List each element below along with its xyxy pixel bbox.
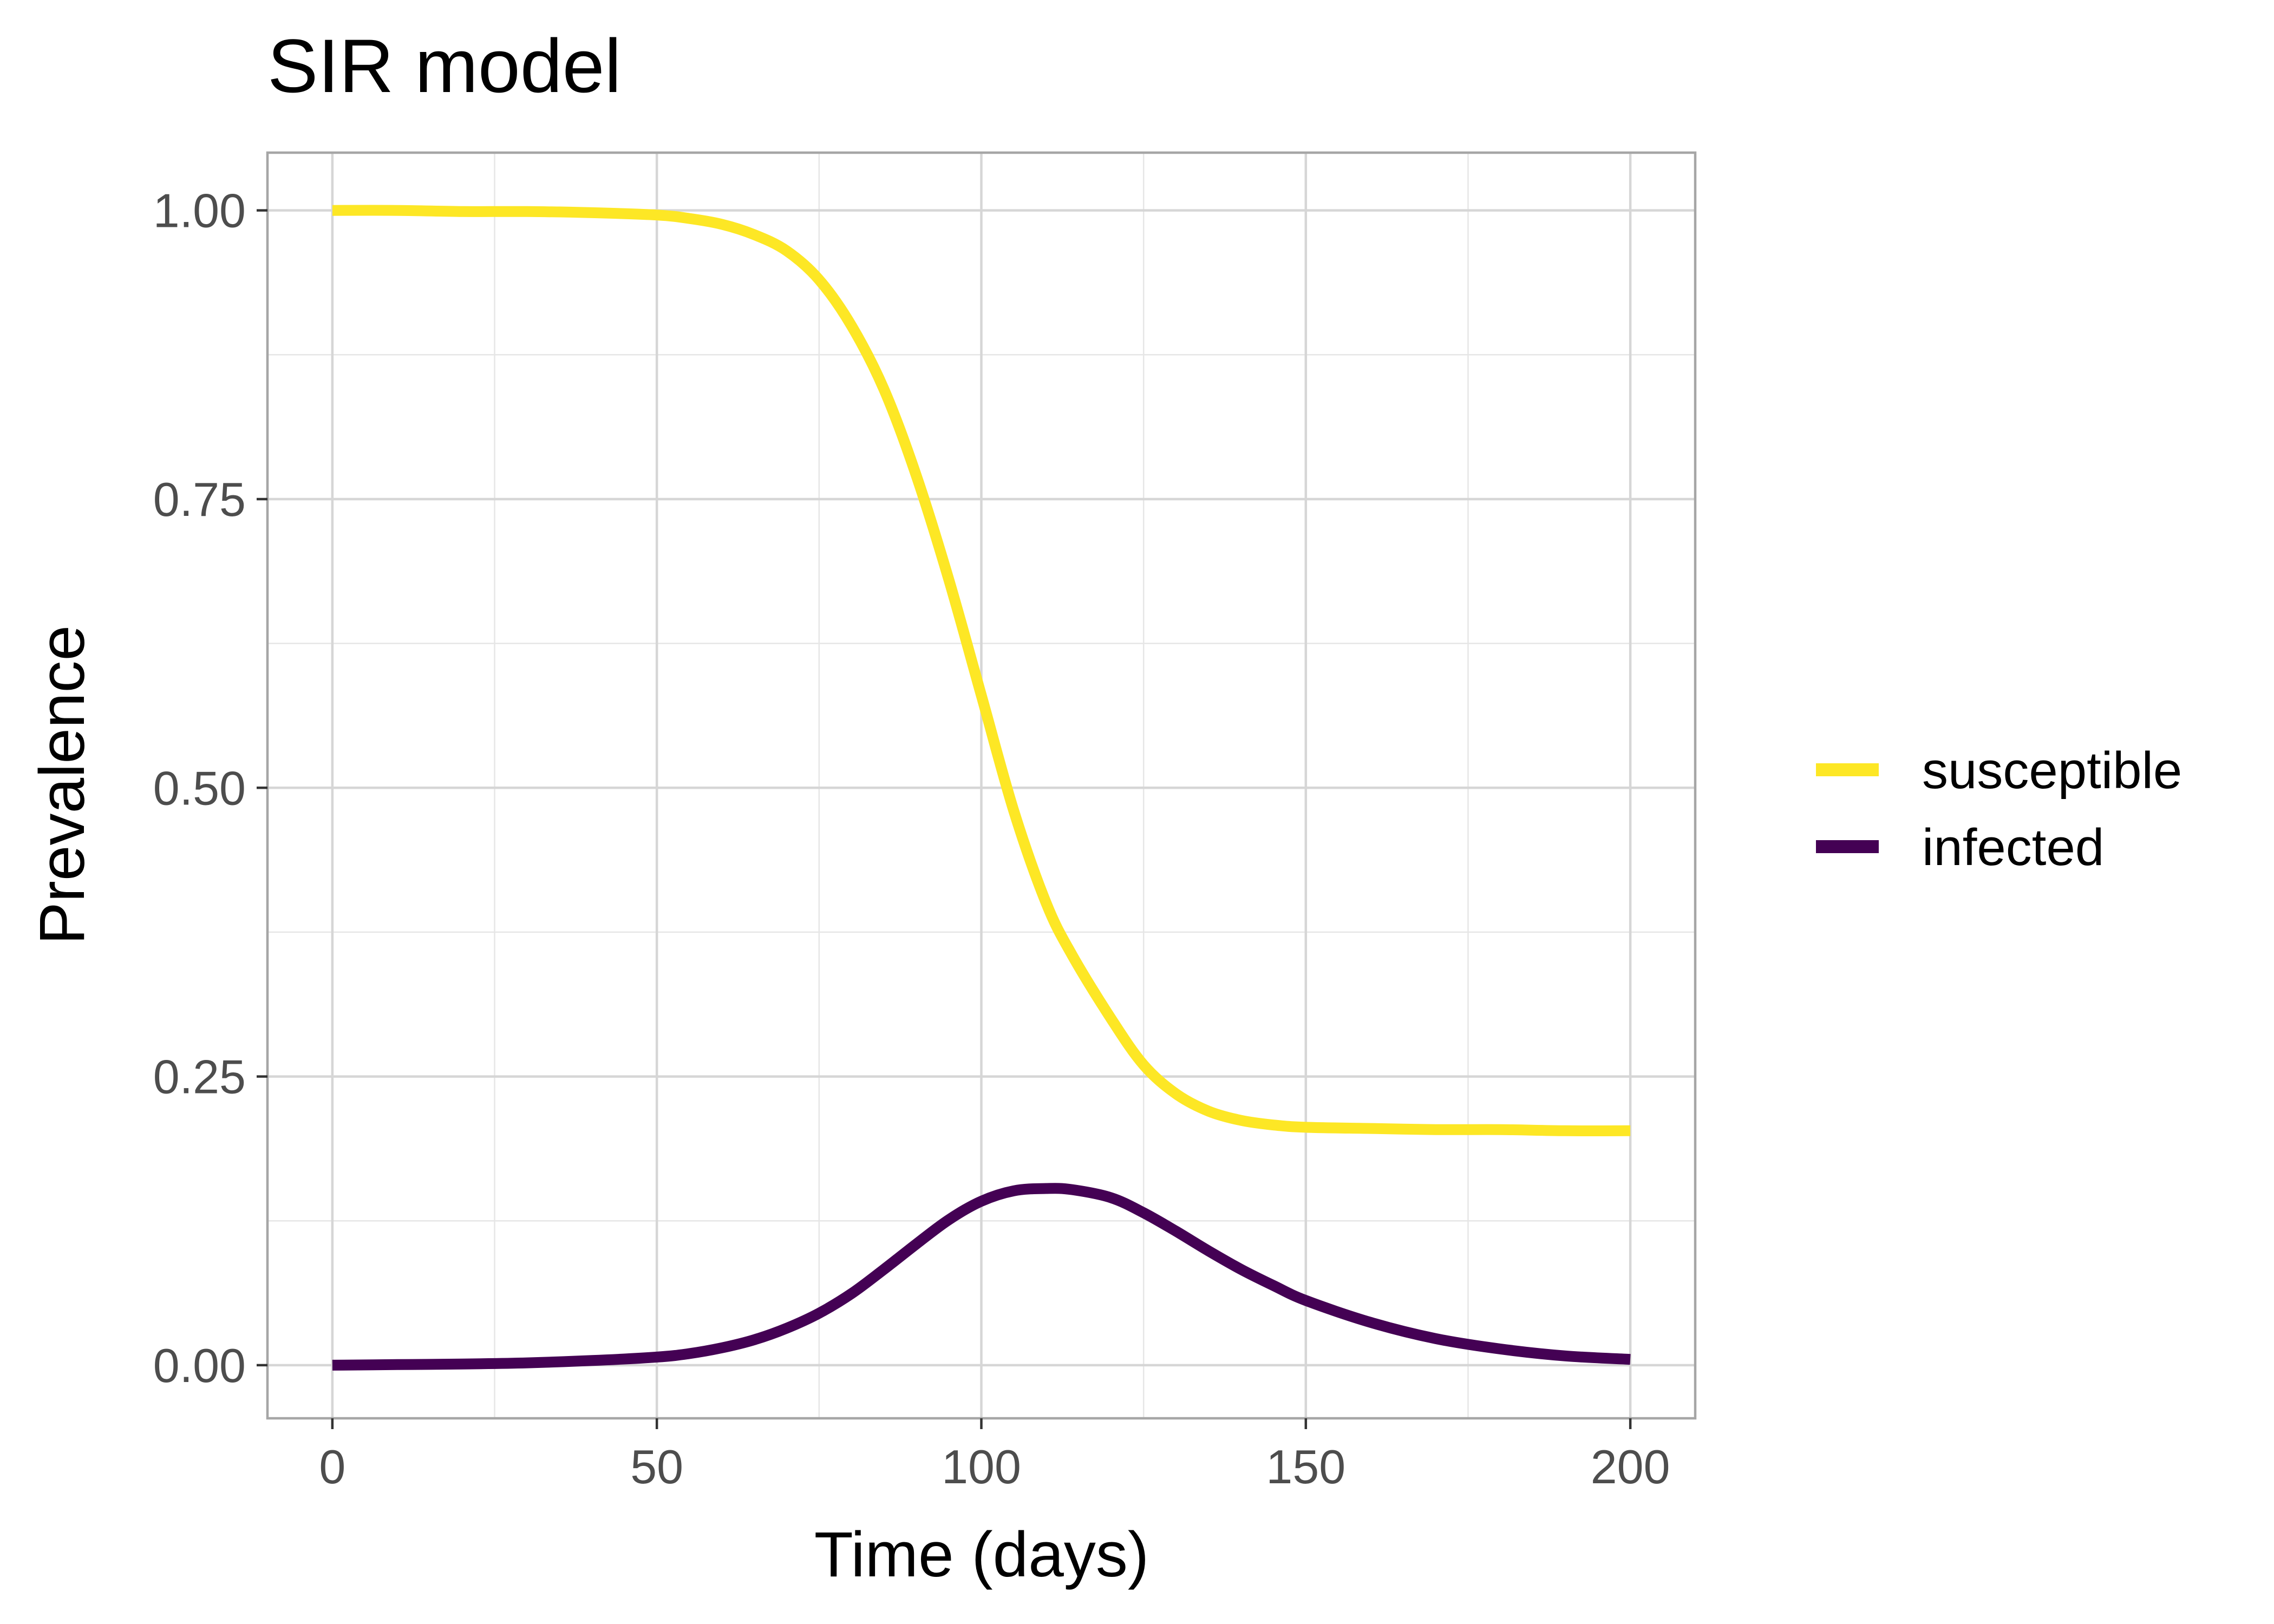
x-tick-label: 0 [319, 1440, 345, 1494]
y-axis-title: Prevalence [27, 625, 98, 945]
y-tick-label: 1.00 [153, 184, 246, 238]
series-line-infected [332, 1183, 1631, 1371]
x-tick-label: 150 [1266, 1440, 1345, 1494]
x-tick-label: 200 [1591, 1440, 1670, 1494]
legend-label-infected: infected [1922, 818, 2104, 876]
legend-label-susceptible: susceptible [1922, 742, 2182, 800]
legend: susceptible infected [1816, 742, 2182, 876]
x-axis: 0 50 100 150 200 [319, 1418, 1670, 1494]
series-line-susceptible [332, 205, 1631, 1136]
major-gridlines [267, 153, 1695, 1418]
x-tick-label: 100 [942, 1440, 1021, 1494]
y-axis: 0.00 0.25 0.50 0.75 1.00 [153, 184, 267, 1392]
x-axis-title: Time (days) [814, 1519, 1149, 1590]
y-tick-label: 0.00 [153, 1339, 246, 1392]
chart-title: SIR model [267, 23, 622, 108]
x-tick-label: 50 [630, 1440, 683, 1494]
y-tick-label: 0.25 [153, 1050, 246, 1104]
series-layer [332, 205, 1631, 1371]
y-tick-label: 0.50 [153, 761, 246, 815]
y-tick-label: 0.75 [153, 473, 246, 526]
